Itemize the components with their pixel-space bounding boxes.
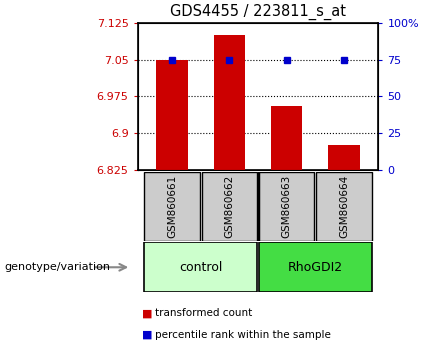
- Bar: [259, 172, 314, 241]
- Text: GSM860662: GSM860662: [224, 175, 234, 238]
- Text: ■: ■: [142, 308, 152, 318]
- Bar: [328, 145, 360, 170]
- Bar: [144, 172, 200, 241]
- Bar: [214, 35, 245, 170]
- Text: ■: ■: [142, 330, 152, 339]
- Bar: [202, 172, 257, 241]
- Text: GSM860661: GSM860661: [167, 175, 177, 238]
- Text: transformed count: transformed count: [155, 308, 252, 318]
- Text: RhoGDI2: RhoGDI2: [288, 261, 343, 274]
- Text: percentile rank within the sample: percentile rank within the sample: [155, 330, 331, 339]
- Bar: [144, 242, 257, 292]
- Bar: [259, 242, 372, 292]
- Text: GSM860664: GSM860664: [339, 175, 349, 238]
- Bar: [316, 172, 372, 241]
- Bar: [271, 106, 302, 170]
- Bar: [156, 60, 188, 170]
- Title: GDS4455 / 223811_s_at: GDS4455 / 223811_s_at: [170, 4, 346, 20]
- Text: GSM860663: GSM860663: [282, 175, 292, 238]
- Text: control: control: [179, 261, 222, 274]
- Text: genotype/variation: genotype/variation: [4, 262, 111, 272]
